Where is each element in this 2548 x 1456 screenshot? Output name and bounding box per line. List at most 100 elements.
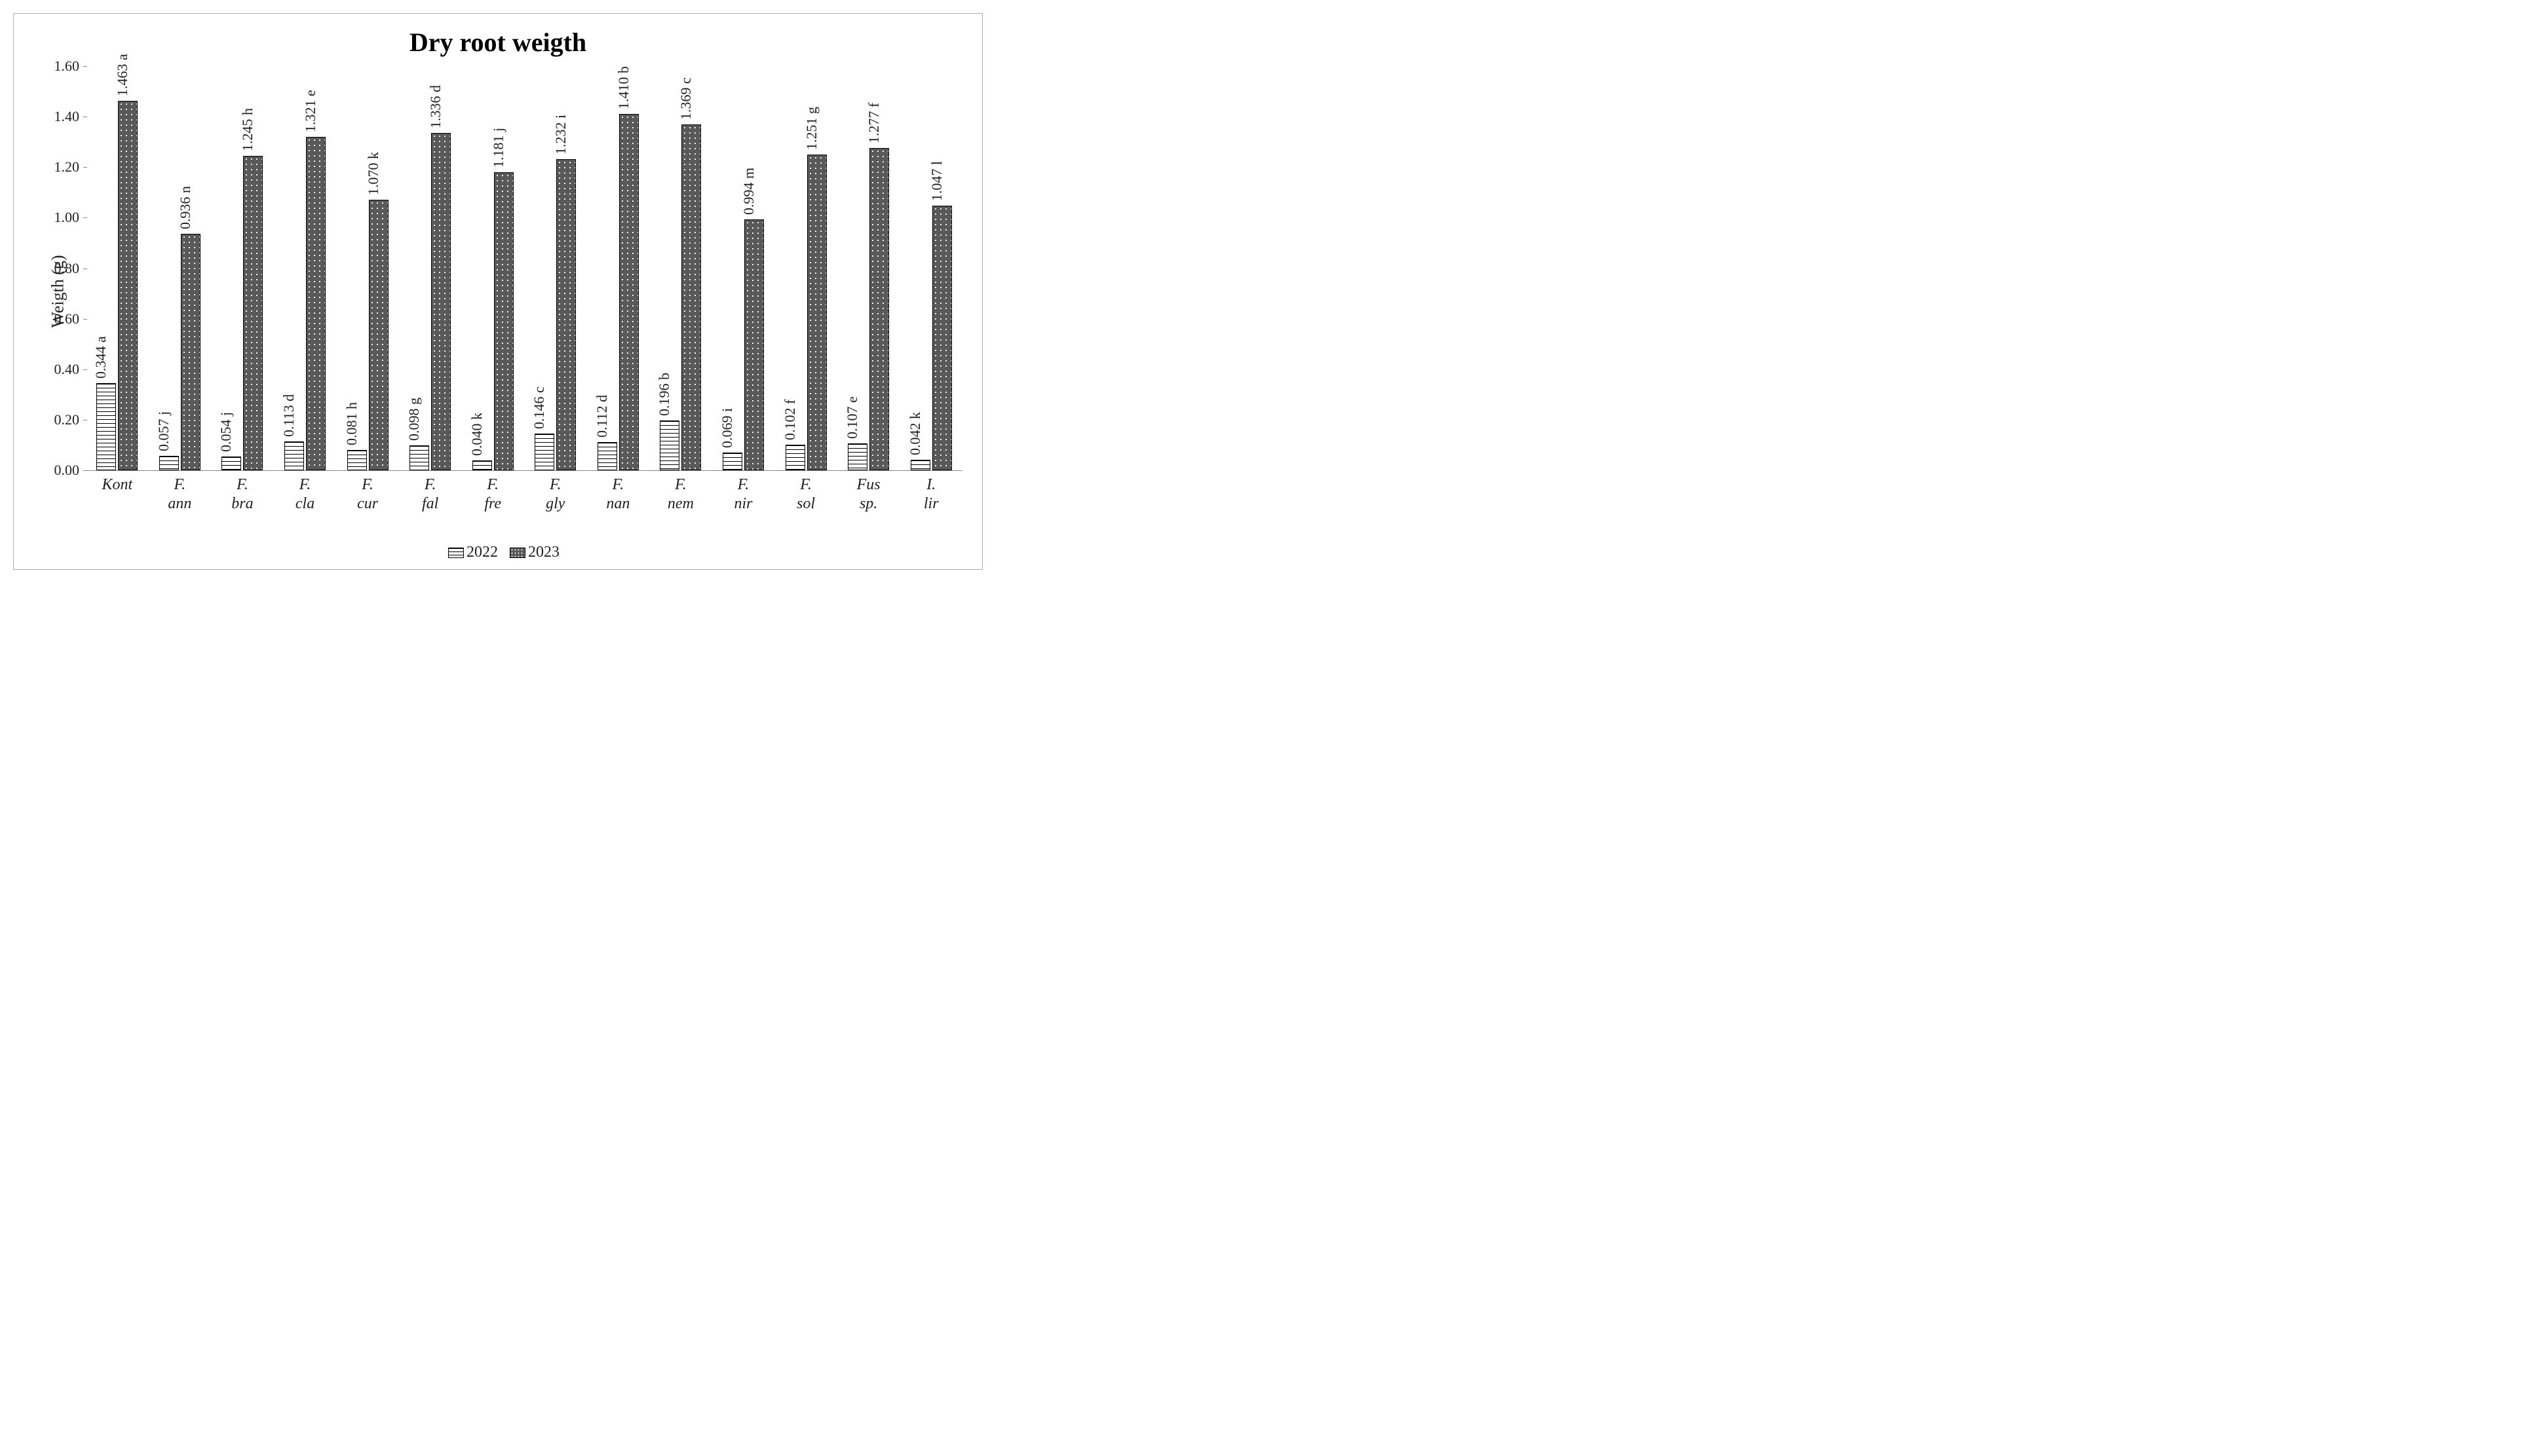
bar-series-2023: 1.277 f xyxy=(869,148,889,470)
bar-value-label: 1.369 c xyxy=(677,77,694,120)
category-group: F. cur0.081 h1.070 k xyxy=(347,66,389,470)
y-tick: 1.40 xyxy=(47,108,79,125)
bar-value-label: 1.047 l xyxy=(928,161,945,201)
bar-value-label: 0.057 j xyxy=(155,411,172,451)
bar-value-label: 0.107 e xyxy=(844,396,861,439)
bar-series-2023: 1.232 i xyxy=(556,159,576,470)
bar-series-2022: 0.069 i xyxy=(723,453,742,470)
bar-series-2023: 1.070 k xyxy=(369,200,389,470)
category-group: F. ann0.057 j0.936 n xyxy=(159,66,200,470)
bar-value-label: 0.113 d xyxy=(280,394,297,437)
bar-value-label: 0.994 m xyxy=(740,168,757,215)
bar-value-label: 1.070 k xyxy=(365,152,382,195)
x-category-label: F. bra xyxy=(231,470,253,513)
x-category-label: F. nir xyxy=(733,470,754,513)
bar-series-2022: 0.057 j xyxy=(159,456,179,470)
x-category-label: I. lir xyxy=(921,470,941,513)
x-category-label: F. ann xyxy=(168,470,191,513)
y-tick: 0.20 xyxy=(47,411,79,428)
x-category-label: F. fal xyxy=(420,470,441,513)
bar-value-label: 0.042 k xyxy=(907,412,924,455)
bar-value-label: 1.277 f xyxy=(865,102,883,143)
legend-label: 2022 xyxy=(466,544,498,561)
category-group: F. gly0.146 c1.232 i xyxy=(535,66,576,470)
bar-value-label: 0.936 n xyxy=(177,186,194,229)
category-group: F. nem0.196 b1.369 c xyxy=(660,66,701,470)
bar-value-label: 0.098 g xyxy=(406,398,423,441)
category-group: F. nir0.069 i0.994 m xyxy=(723,66,764,470)
bar-series-2022: 0.344 a xyxy=(96,383,116,470)
category-group: F. bra0.054 j1.245 h xyxy=(221,66,263,470)
bar-value-label: 1.336 d xyxy=(427,85,444,128)
legend-swatch xyxy=(448,548,464,558)
legend-label: 2023 xyxy=(528,544,560,561)
category-group: F. cla0.113 d1.321 e xyxy=(284,66,326,470)
chart-title: Dry root weigth xyxy=(14,27,982,58)
bar-series-2022: 0.098 g xyxy=(409,445,429,470)
bar-series-2023: 1.410 b xyxy=(619,114,639,470)
legend-swatch xyxy=(510,548,525,558)
plot-area: 0.000.200.400.600.801.001.201.401.60Kont… xyxy=(86,66,962,471)
bar-series-2022: 0.042 k xyxy=(911,460,930,470)
bar-series-2022: 0.112 d xyxy=(598,442,617,470)
y-tick: 0.40 xyxy=(47,361,79,378)
bar-value-label: 1.321 e xyxy=(302,90,319,132)
bar-series-2022: 0.054 j xyxy=(221,457,241,470)
category-group: F. fre0.040 k1.181 j xyxy=(472,66,514,470)
bar-value-label: 1.181 j xyxy=(490,127,507,167)
bar-series-2023: 0.936 n xyxy=(181,234,200,470)
category-group: F. sol0.102 f1.251 g xyxy=(786,66,827,470)
chart-container: Dry root weigth Weigth (g) 0.000.200.400… xyxy=(13,13,983,570)
category-group: F. fal0.098 g1.336 d xyxy=(409,66,451,470)
bar-series-2023: 1.047 l xyxy=(932,206,952,470)
bar-value-label: 1.251 g xyxy=(803,107,820,150)
category-group: Kont0.344 a1.463 a xyxy=(96,66,138,470)
category-group: Fus sp.0.107 e1.277 f xyxy=(848,66,889,470)
bar-value-label: 1.245 h xyxy=(239,108,256,151)
x-category-label: F. fre xyxy=(482,470,503,513)
bar-value-label: 1.232 i xyxy=(552,115,569,155)
bar-series-2023: 1.463 a xyxy=(118,101,138,470)
bar-value-label: 1.410 b xyxy=(615,66,632,109)
bar-series-2022: 0.146 c xyxy=(535,434,554,470)
bar-series-2022: 0.107 e xyxy=(848,443,867,470)
bar-series-2023: 1.336 d xyxy=(431,133,451,470)
bar-value-label: 0.081 h xyxy=(343,402,360,445)
bar-series-2022: 0.040 k xyxy=(472,460,492,470)
x-category-label: Kont xyxy=(102,470,132,495)
bar-series-2023: 1.181 j xyxy=(494,172,514,470)
bar-series-2022: 0.196 b xyxy=(660,420,679,470)
x-category-label: F. cla xyxy=(295,470,316,513)
y-tick: 1.20 xyxy=(47,159,79,176)
bar-value-label: 0.112 d xyxy=(594,395,611,438)
y-tick: 1.60 xyxy=(47,58,79,75)
x-category-label: F. nan xyxy=(606,470,630,513)
category-group: F. nan0.112 d1.410 b xyxy=(598,66,639,470)
x-category-label: Fus sp. xyxy=(857,470,881,513)
bar-value-label: 1.463 a xyxy=(114,54,131,96)
x-category-label: F. sol xyxy=(795,470,816,513)
bar-value-label: 0.344 a xyxy=(92,337,109,379)
bar-value-label: 0.040 k xyxy=(468,413,485,456)
bar-series-2023: 1.251 g xyxy=(807,155,827,470)
bar-series-2022: 0.102 f xyxy=(786,445,805,470)
bar-series-2023: 1.245 h xyxy=(243,156,263,470)
x-category-label: F. gly xyxy=(545,470,566,513)
y-tick: 0.80 xyxy=(47,260,79,277)
bar-series-2023: 0.994 m xyxy=(744,219,764,470)
bar-value-label: 0.196 b xyxy=(656,373,673,416)
bar-value-label: 0.146 c xyxy=(531,386,548,429)
bar-value-label: 0.054 j xyxy=(218,412,235,452)
bar-value-label: 0.102 f xyxy=(782,399,799,439)
bar-series-2022: 0.113 d xyxy=(284,441,304,470)
bar-series-2022: 0.081 h xyxy=(347,450,367,470)
x-category-label: F. cur xyxy=(357,470,378,513)
bar-series-2023: 1.369 c xyxy=(681,124,701,470)
y-tick: 0.00 xyxy=(47,462,79,479)
legend: 2022 2023 xyxy=(14,543,982,561)
bar-value-label: 0.069 i xyxy=(719,408,736,448)
bar-series-2023: 1.321 e xyxy=(306,137,326,470)
x-category-label: F. nem xyxy=(668,470,694,513)
y-tick: 1.00 xyxy=(47,209,79,226)
category-group: I. lir0.042 k1.047 l xyxy=(911,66,952,470)
